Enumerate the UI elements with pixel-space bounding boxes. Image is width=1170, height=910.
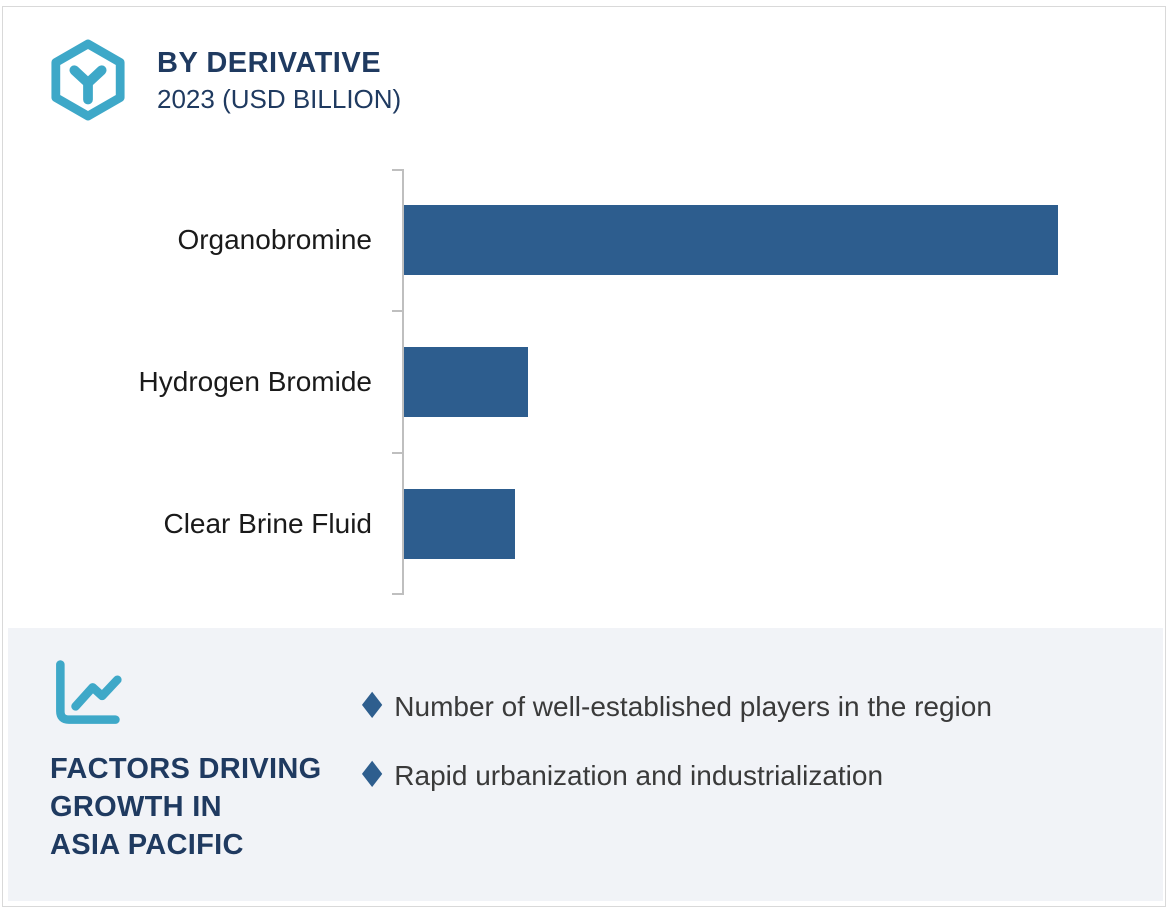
bullet-item: ♦ Rapid urbanization and industrializati… [356, 755, 992, 797]
chart-subtitle: 2023 (USD BILLION) [157, 84, 402, 114]
diamond-bullet-icon: ♦ [356, 686, 389, 727]
bar-track [404, 311, 1164, 453]
bar-chart: Organobromine Hydrogen Bromide Clear Bri… [3, 169, 1165, 595]
bullet-text: Rapid urbanization and industrialization [394, 760, 884, 791]
factors-heading: FACTORS DRIVING GROWTH IN ASIA PACIFIC [50, 750, 321, 864]
axis-tick [392, 310, 403, 312]
category-label: Hydrogen Bromide [138, 366, 372, 397]
header: BY DERIVATIVE 2023 (USD BILLION) [49, 39, 401, 121]
bar-track [404, 169, 1164, 311]
axis-tick [392, 452, 403, 454]
factors-panel: FACTORS DRIVING GROWTH IN ASIA PACIFIC ♦… [8, 628, 1163, 901]
bar-track [404, 453, 1164, 595]
factors-heading-line: FACTORS DRIVING [50, 753, 322, 785]
axis-tick [392, 169, 403, 171]
axis-tick [392, 593, 403, 595]
factors-bullet-list: ♦ Number of well-established players in … [356, 686, 992, 797]
bar [404, 205, 1058, 275]
category-label: Clear Brine Fluid [163, 508, 372, 539]
infographic-card: BY DERIVATIVE 2023 (USD BILLION) Organob… [2, 6, 1166, 907]
factors-heading-line: GROWTH IN [50, 791, 222, 823]
category-axis-line [402, 169, 404, 595]
bullet-text: Number of well-established players in th… [394, 691, 992, 722]
header-text: BY DERIVATIVE 2023 (USD BILLION) [157, 39, 401, 114]
chart-row: Hydrogen Bromide [3, 311, 1165, 453]
bullet-item: ♦ Number of well-established players in … [356, 686, 992, 728]
hexagon-y-icon [51, 39, 125, 121]
bar [404, 489, 515, 559]
chart-title: BY DERIVATIVE [157, 47, 382, 79]
bar [404, 347, 528, 417]
diamond-bullet-icon: ♦ [356, 755, 389, 796]
line-chart-icon [56, 660, 122, 724]
category-label: Organobromine [177, 224, 372, 255]
chart-row: Organobromine [3, 169, 1165, 311]
factors-heading-line: ASIA PACIFIC [50, 829, 244, 861]
chart-row: Clear Brine Fluid [3, 453, 1165, 595]
